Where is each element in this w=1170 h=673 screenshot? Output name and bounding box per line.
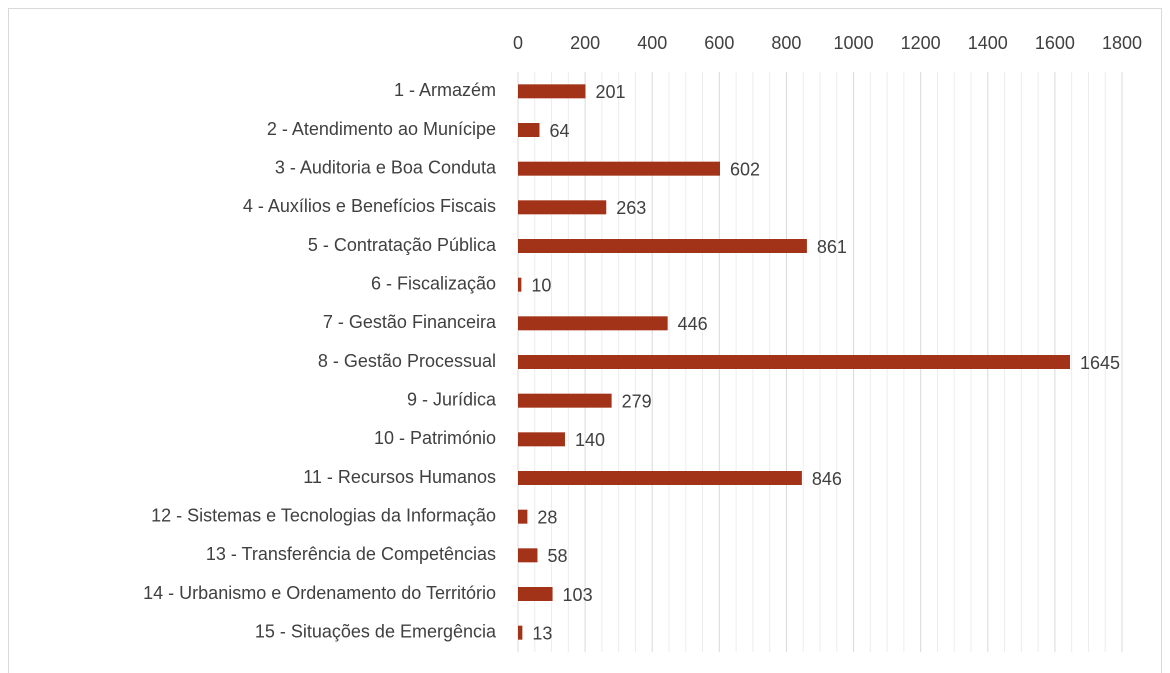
bar bbox=[518, 509, 528, 524]
y-tick-label: 3 - Auditoria e Boa Conduta bbox=[275, 157, 497, 177]
y-tick-label: 11 - Recursos Humanos bbox=[303, 467, 496, 487]
bar bbox=[518, 161, 721, 176]
bar bbox=[518, 316, 668, 331]
bar bbox=[518, 432, 565, 447]
value-label: 279 bbox=[622, 391, 652, 411]
value-label: 140 bbox=[575, 430, 605, 450]
value-label: 861 bbox=[817, 237, 847, 257]
x-tick-label: 800 bbox=[771, 33, 801, 53]
bar bbox=[518, 548, 538, 563]
x-tick-label: 1800 bbox=[1102, 33, 1142, 53]
bar bbox=[518, 239, 807, 253]
value-label: 446 bbox=[678, 314, 708, 334]
x-tick-label: 200 bbox=[570, 33, 600, 53]
value-label: 602 bbox=[730, 159, 760, 179]
x-tick-label: 1000 bbox=[834, 33, 874, 53]
bar bbox=[518, 84, 586, 99]
value-label: 10 bbox=[531, 275, 551, 295]
bar bbox=[518, 625, 523, 640]
x-tick-label: 400 bbox=[637, 33, 667, 53]
y-tick-label: 15 - Situações de Emergência bbox=[255, 621, 497, 641]
y-tick-label: 2 - Atendimento ao Munícipe bbox=[267, 119, 496, 139]
value-label: 28 bbox=[537, 507, 557, 527]
bar bbox=[518, 471, 802, 485]
y-tick-label: 13 - Transferência de Competências bbox=[206, 544, 496, 564]
x-tick-label: 600 bbox=[704, 33, 734, 53]
x-tick-label: 1600 bbox=[1035, 33, 1075, 53]
x-tick-label: 1400 bbox=[968, 33, 1008, 53]
bar bbox=[518, 123, 540, 137]
y-tick-label: 7 - Gestão Financeira bbox=[323, 312, 497, 332]
bar bbox=[518, 200, 607, 215]
value-label: 201 bbox=[595, 82, 625, 102]
y-tick-label: 12 - Sistemas e Tecnologias da Informaçã… bbox=[151, 505, 496, 525]
x-tick-label: 0 bbox=[513, 33, 523, 53]
y-tick-label: 10 - Património bbox=[374, 428, 496, 448]
value-label: 1645 bbox=[1080, 353, 1120, 373]
value-label: 103 bbox=[563, 585, 593, 605]
y-tick-label: 1 - Armazém bbox=[394, 80, 496, 100]
value-label: 263 bbox=[616, 198, 646, 218]
y-tick-label: 9 - Jurídica bbox=[407, 389, 497, 409]
bar bbox=[518, 587, 553, 601]
y-tick-label: 14 - Urbanismo e Ordenamento do Territór… bbox=[143, 583, 496, 603]
value-label: 58 bbox=[547, 546, 567, 566]
x-tick-label: 1200 bbox=[901, 33, 941, 53]
y-tick-label: 5 - Contratação Pública bbox=[308, 235, 497, 255]
value-label: 13 bbox=[532, 623, 552, 643]
bar bbox=[518, 393, 612, 408]
y-tick-label: 8 - Gestão Processual bbox=[318, 351, 496, 371]
y-tick-label: 6 - Fiscalização bbox=[371, 273, 496, 293]
value-label: 846 bbox=[812, 469, 842, 489]
y-tick-label: 4 - Auxílios e Benefícios Fiscais bbox=[243, 196, 496, 216]
bar bbox=[518, 355, 1070, 369]
value-label: 64 bbox=[549, 121, 569, 141]
bar bbox=[518, 277, 522, 292]
chart-border bbox=[8, 8, 1162, 673]
